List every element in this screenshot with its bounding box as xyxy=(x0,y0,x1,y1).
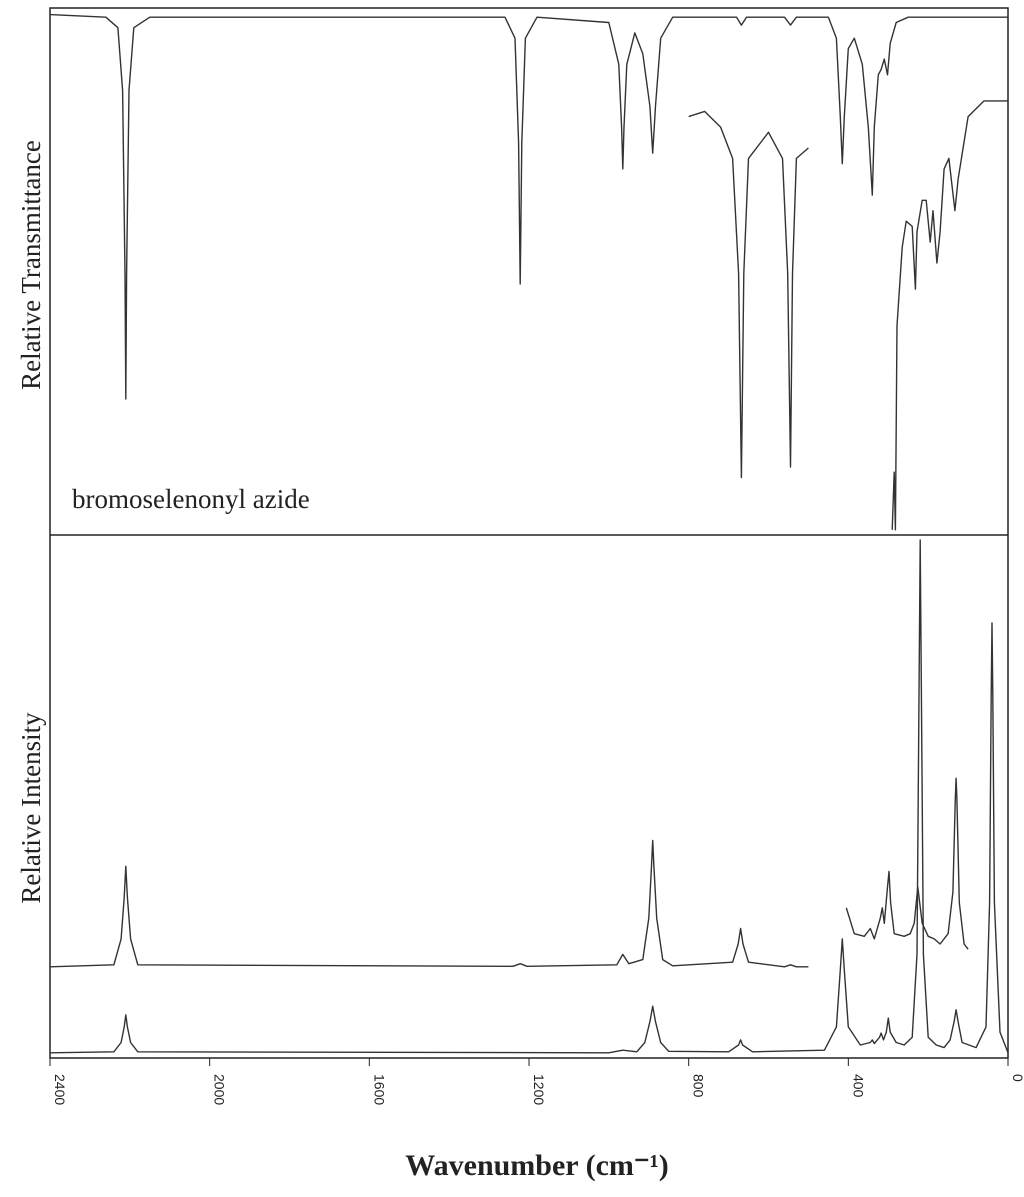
spectrum-line xyxy=(688,110,809,479)
x-tick-label: 2000 xyxy=(212,1074,228,1105)
spectrum-line xyxy=(891,100,1008,531)
x-tick-label: 800 xyxy=(691,1074,707,1098)
spectrum-line xyxy=(49,539,1009,1054)
x-tick-label: 400 xyxy=(850,1074,866,1098)
x-tick-label: 2400 xyxy=(52,1074,68,1105)
spectrum-line xyxy=(49,13,1008,400)
x-tick-label: 1600 xyxy=(371,1074,387,1105)
y-axis-label: Relative Intensity xyxy=(16,712,46,904)
annotation: bromoselenonyl azide xyxy=(72,484,310,514)
y-axis-label: Relative Transmittance xyxy=(16,140,46,390)
x-axis-label: Wavenumber (cm⁻¹) xyxy=(405,1149,668,1182)
plot-frame xyxy=(49,7,1009,1059)
x-tick-label: 0 xyxy=(1010,1074,1024,1082)
x-tick-label: 1200 xyxy=(531,1074,547,1105)
spectrum-line xyxy=(49,777,969,968)
